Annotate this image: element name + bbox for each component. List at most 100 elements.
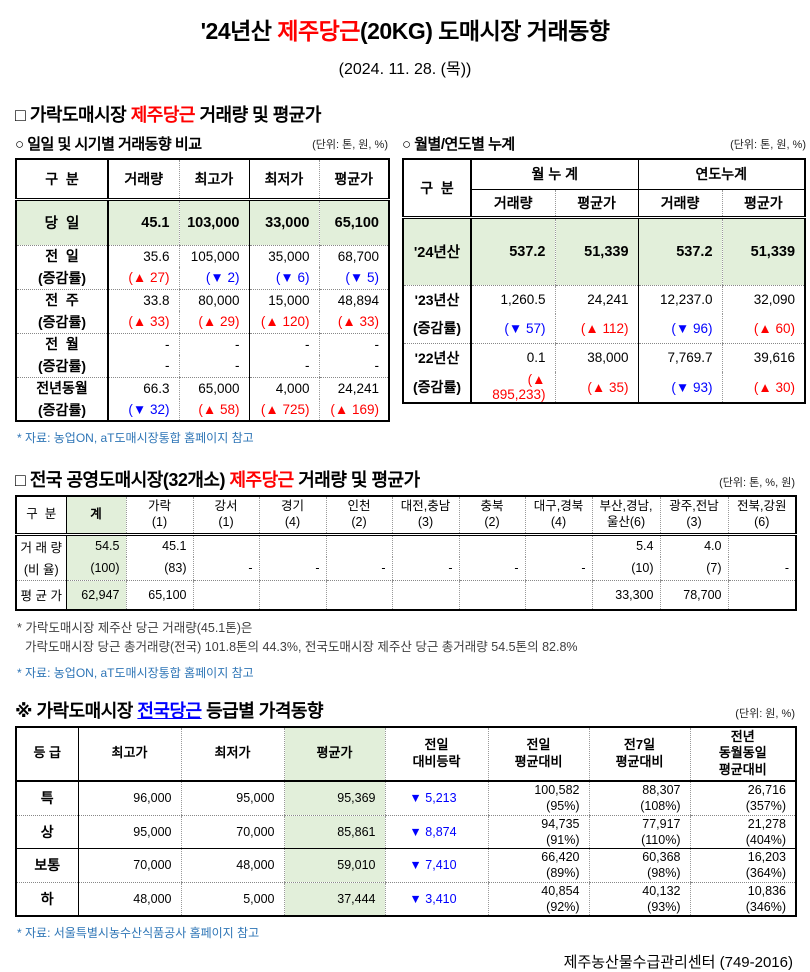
cell-volume: 35.6 <box>107 245 179 267</box>
daily-prevweek-changes: (증감률) (▲ 33) (▲ 29) (▲ 120) (▲ 33) <box>16 311 389 334</box>
title-prefix: '24년산 <box>200 18 278 44</box>
cumulative-2022-values: '22년산 0.1 38,000 7,769.7 39,616 <box>403 343 806 372</box>
value: 94,735 <box>541 816 580 831</box>
row-label: '22년산 <box>414 349 460 366</box>
cell-high: 103,000 <box>178 199 249 246</box>
column-header: 전일 대비등락 <box>384 726 488 783</box>
section1-heading-prefix: □ 가락도매시장 <box>15 105 131 125</box>
market-name: 경기 <box>280 499 304 514</box>
column-header: 전북,강원 (6) <box>727 496 796 536</box>
cell-volume: 54.5 <box>65 534 126 557</box>
cell-change: (▲ 169) <box>318 399 389 421</box>
percent: (346%) <box>745 899 786 914</box>
cell-average: 85,861 <box>283 815 385 850</box>
cell-average: 24,241 <box>554 285 639 314</box>
section3-heading-prefix: ※ 가락도매시장 <box>15 700 138 721</box>
section3-heading-row: ※ 가락도매시장 전국당근 등급별 가격동향 (단위: 원, %) <box>15 697 795 723</box>
percent: (364%) <box>745 866 786 881</box>
cell-average: 59,010 <box>283 848 385 883</box>
column-header: 충북 (2) <box>458 496 525 536</box>
cell-average: 51,339 <box>721 217 806 286</box>
cell-high: - <box>178 333 249 355</box>
section3-unit-label: (단위: 원, %) <box>735 707 795 720</box>
cell-volume <box>192 534 259 557</box>
column-header: 전년 동월동일 평균대비 <box>689 726 796 783</box>
cell-low: 48,000 <box>180 848 284 883</box>
nationwide-average-row: 평 균 가 62,947 65,100 33,300 78,700 <box>16 580 796 610</box>
daily-subheading: ○ 일일 및 시기별 거래동향 비교 <box>15 136 202 153</box>
value: 60,368 <box>642 850 681 865</box>
column-header: 평균가 <box>283 726 385 783</box>
column-header: 최저가 <box>180 726 284 783</box>
cumulative-subheading-row: ○ 월별/연도별 누계 (단위: 톤, 원, %) <box>402 133 806 154</box>
cell-average: 37,444 <box>283 882 385 917</box>
cumulative-2023-values: '23년산 1,260.5 24,241 12,237.0 32,090 <box>403 285 806 314</box>
title-suffix: (20KG) 도매시장 거래동향 <box>359 18 610 44</box>
nationwide-source-note: * 자료: 농업ON, aT도매시장통합 홈페이지 참고 <box>17 665 254 680</box>
cell-volume: 5.4 <box>591 534 660 557</box>
column-header: 평균가 <box>554 189 639 219</box>
market-count: (1) <box>218 514 234 529</box>
column-header: 대전,충남 (3) <box>391 496 459 536</box>
daily-header-row: 구 분 거래량 최고가 최저가 평균가 <box>16 159 389 201</box>
grade-label: 하 <box>40 890 54 907</box>
column-header: 대구,경북 (4) <box>524 496 592 536</box>
row-sublabel: (증감률) <box>413 379 461 395</box>
value: 26,716 <box>747 783 786 798</box>
cumulative-2024-row: '24년산 537.2 51,339 537.2 51,339 <box>403 217 806 286</box>
cell-change: (▲ 35) <box>554 372 639 403</box>
section3-heading-suffix: 등급별 가격동향 <box>201 700 324 721</box>
grade-row-high: 상 95,000 70,000 85,861 ▼ 8,874 94,735 (91… <box>16 815 796 850</box>
daily-unit-label: (단위: 톤, 원, %) <box>312 139 388 151</box>
cell-ratio: (100) <box>65 557 126 581</box>
row-label: 당 일 <box>16 199 108 246</box>
cell-average: 78,700 <box>659 580 728 610</box>
percent: (95%) <box>546 799 580 814</box>
cell-volume: 66.3 <box>107 377 179 399</box>
cell-prev7day-avg: 40,132 (93%) <box>588 882 690 917</box>
cell-ratio: - <box>458 557 525 581</box>
column-header: 전7일 평균대비 <box>588 726 690 783</box>
cell-change: - <box>107 355 179 378</box>
cell-average <box>727 580 796 610</box>
section1-heading-highlight: 제주당근 <box>130 105 196 125</box>
column-header: 강서 (1) <box>192 496 259 536</box>
column-header: 등 급 <box>16 726 78 783</box>
percent: (89%) <box>546 866 580 881</box>
cell-ratio: (10) <box>591 557 660 581</box>
cell-change: (▲ 725) <box>248 399 319 421</box>
market-name: 광주,전남 <box>669 499 719 514</box>
footer-org: 제주농산물수급관리센터 (749-2016) <box>563 954 793 972</box>
market-count: (4) <box>284 514 301 529</box>
grade-row-normal: 보통 70,000 48,000 59,010 ▼ 7,410 66,420 (8… <box>16 848 796 883</box>
grade-label: 보통 <box>16 848 78 883</box>
cell-high: 80,000 <box>178 289 249 311</box>
cell-change: (▼ 96) <box>637 314 723 344</box>
daily-prevday-values: 전 일 35.6 105,000 35,000 68,700 <box>16 245 389 267</box>
section2-heading-highlight: 제주당근 <box>229 470 294 490</box>
market-name: 부산,경남, <box>599 499 653 514</box>
cell-volume: 45.1 <box>107 199 179 246</box>
cell-average: 38,000 <box>554 343 639 372</box>
cell-change: (▼ 93) <box>637 372 723 403</box>
daily-prevyear-changes: (증감률) (▼ 32) (▲ 58) (▲ 725) (▲ 169) <box>16 399 389 421</box>
section1-heading: □ 가락도매시장 제주당근 거래량 및 평균가 <box>15 101 321 127</box>
column-header: 거래량 <box>107 159 179 201</box>
cell-average: 65,100 <box>318 199 389 246</box>
cell-change: - <box>178 355 249 378</box>
cell-average <box>192 580 259 610</box>
cell-prevyear-avg: 10,836 (346%) <box>689 882 796 917</box>
cell-change: (▲ 29) <box>178 311 249 334</box>
cumulative-header-row1: 구 분 월 누 계 연도누계 <box>403 159 806 219</box>
cell-change: (▲ 112) <box>554 314 639 344</box>
cell-low: 95,000 <box>180 781 284 816</box>
cell-daily-change: ▼ 7,410 <box>384 848 488 883</box>
cell-average: 39,616 <box>721 343 806 372</box>
note-line2: 가락도매시장 당근 총거래량(전국) 101.8톤의 44.3%, 전국도매시장… <box>25 639 578 654</box>
cell-change: (▲ 58) <box>178 399 249 421</box>
cell-low: - <box>248 333 319 355</box>
cell-prevday-avg: 94,735 (91%) <box>487 815 589 850</box>
cumulative-header-row2: 거래량 평균가 거래량 평균가 <box>403 189 806 219</box>
column-header: 인천 (2) <box>325 496 392 536</box>
cell-volume <box>458 534 525 557</box>
